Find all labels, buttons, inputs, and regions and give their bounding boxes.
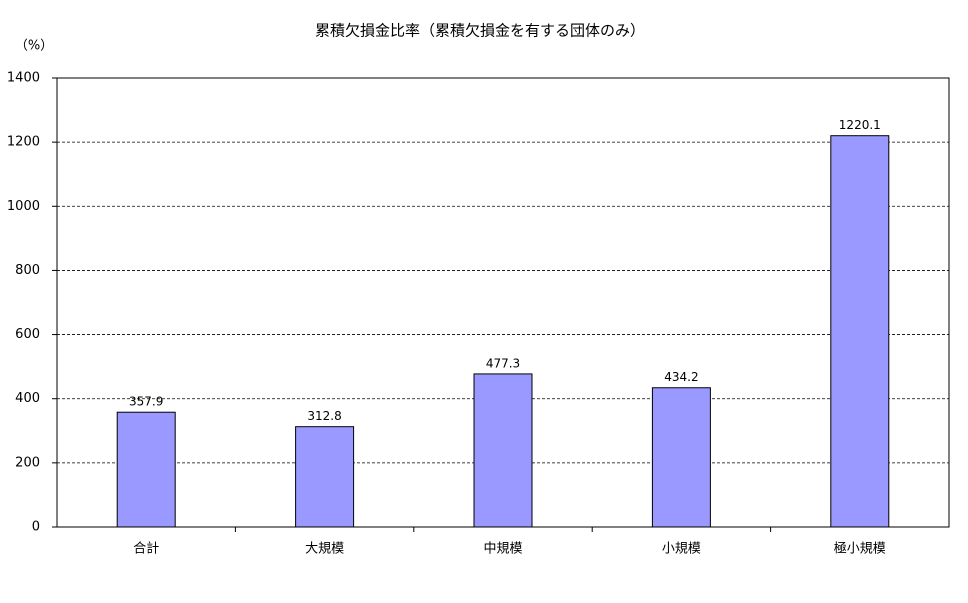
y-tick-label: 1000 [7, 199, 40, 214]
data-label: 477.3 [486, 356, 520, 370]
y-tick-label: 1200 [7, 135, 40, 150]
y-tick-label: 0 [32, 520, 40, 535]
data-label: 357.9 [129, 395, 163, 409]
x-tick-label: 極小規模 [834, 541, 886, 557]
bar [295, 426, 355, 528]
x-tick-label: 中規模 [483, 542, 522, 557]
y-tick-label: 400 [15, 391, 40, 406]
bar [116, 411, 176, 528]
x-tick-label: 小規模 [662, 542, 701, 557]
y-axis-label: （%） [15, 39, 53, 54]
bar [473, 373, 533, 528]
y-tick-label: 800 [15, 263, 40, 278]
x-tick-label: 大規模 [305, 542, 344, 557]
data-label: 312.8 [307, 409, 341, 423]
y-tick-label: 200 [15, 455, 40, 470]
bar [830, 135, 890, 528]
x-tick-label: 合計 [133, 541, 159, 557]
y-tick-label: 600 [15, 327, 40, 342]
data-label: 434.2 [664, 370, 698, 384]
chart-title: 累積欠損金比率（累積欠損金を有する団体のみ） [315, 22, 645, 40]
y-tick-label: 1400 [7, 71, 40, 86]
bar [651, 387, 711, 528]
data-label: 1220.1 [839, 118, 881, 132]
